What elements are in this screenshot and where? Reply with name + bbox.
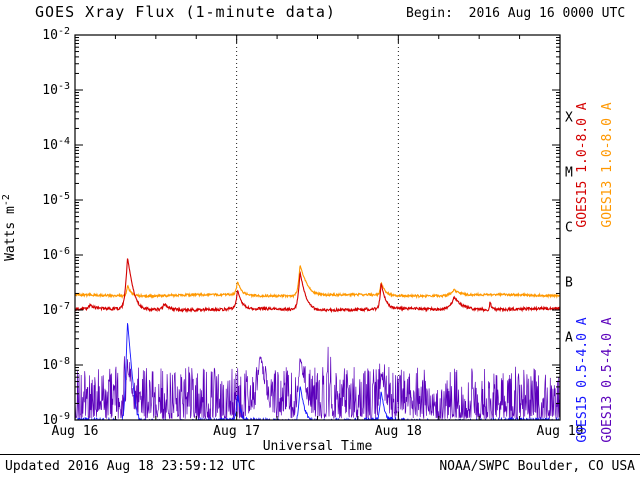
- page-title: GOES Xray Flux (1-minute data): [35, 3, 336, 21]
- svg-text:Aug 17: Aug 17: [213, 424, 260, 439]
- flare-class-C: C: [565, 221, 573, 236]
- flare-class-A: A: [565, 331, 573, 346]
- svg-text:Watts m-2: Watts m-2: [1, 194, 18, 261]
- channel-label-goes15-0-5-4-0-a: GOES15 0.5-4.0 A: [575, 317, 590, 442]
- channel-label-goes15-1-0-8-0-a: GOES15 1.0-8.0 A: [575, 102, 590, 227]
- svg-text:Universal Time: Universal Time: [263, 439, 373, 454]
- series-goes13-long: [75, 265, 560, 299]
- svg-text:Aug 19: Aug 19: [537, 424, 584, 439]
- series-goes13-short: [75, 346, 560, 420]
- channel-label-goes13-1-0-8-0-a: GOES13 1.0-8.0 A: [600, 102, 615, 227]
- svg-text:10-7: 10-7: [42, 301, 70, 318]
- plot-frame: [74, 34, 561, 421]
- flare-class-B: B: [565, 276, 573, 291]
- svg-text:10-3: 10-3: [42, 81, 70, 98]
- channel-label-goes13-0-5-4-0-a: GOES13 0.5-4.0 A: [600, 317, 615, 442]
- axis-ticks: [74, 34, 561, 421]
- flare-class-X: X: [565, 111, 573, 126]
- svg-text:10-6: 10-6: [42, 246, 70, 263]
- begin-timestamp: Begin: 2016 Aug 16 0000 UTC: [406, 6, 626, 21]
- credit-text: NOAA/SWPC Boulder, CO USA: [439, 459, 635, 474]
- day-gridlines: [236, 35, 399, 420]
- svg-text:Aug 16: Aug 16: [52, 424, 99, 439]
- svg-text:10-8: 10-8: [42, 356, 70, 373]
- series-goes15-long: [75, 258, 560, 314]
- series-group: [75, 258, 560, 420]
- footer-divider: [0, 454, 640, 455]
- svg-text:10-4: 10-4: [42, 136, 70, 153]
- updated-timestamp: Updated 2016 Aug 18 23:59:12 UTC: [5, 459, 256, 474]
- flare-class-M: M: [565, 166, 573, 181]
- svg-text:10-5: 10-5: [42, 191, 70, 208]
- svg-text:10-9: 10-9: [42, 411, 70, 428]
- svg-text:10-2: 10-2: [42, 26, 70, 43]
- axis-labels: 10-9 10-8 10-7 10-6 10-5 10-4 10-3 10-2 Aug 16 Au…: [1, 26, 583, 454]
- svg-text:Aug 18: Aug 18: [375, 424, 422, 439]
